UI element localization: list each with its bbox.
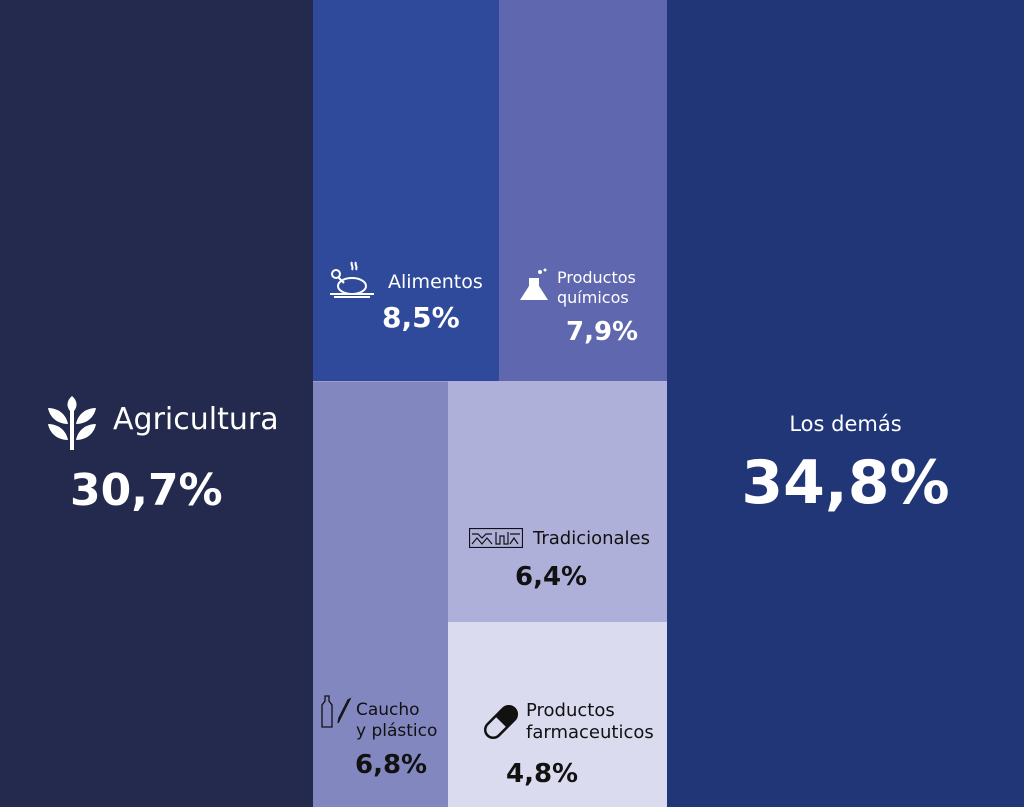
- los-demas-label: Los demás: [789, 412, 902, 436]
- tile-caucho-plastico: Caucho y plástico 6,8%: [313, 381, 448, 807]
- pill-icon: [483, 704, 519, 740]
- caucho-label-line2: y plástico: [356, 721, 438, 741]
- farmaceuticos-label-line2: farmaceuticos: [526, 722, 654, 743]
- woven-pattern-icon: [469, 528, 523, 548]
- flask-icon: [520, 268, 548, 300]
- alimentos-label: Alimentos: [388, 271, 483, 293]
- farmaceuticos-value: 4,8%: [506, 759, 579, 789]
- tile-los-demas: Los demás 34,8%: [667, 0, 1024, 807]
- tradicionales-value: 6,4%: [515, 562, 588, 592]
- tile-alimentos: Alimentos 8,5%: [313, 0, 499, 381]
- quimicos-label-line1: Productos: [557, 268, 636, 287]
- farmaceuticos-label-line1: Productos: [526, 700, 615, 721]
- caucho-value: 6,8%: [355, 750, 428, 780]
- tile-tradicionales: Tradicionales 6,4%: [448, 381, 667, 622]
- wheat-icon: [48, 396, 96, 450]
- caucho-label-line1: Caucho: [356, 700, 420, 720]
- alimentos-value: 8,5%: [382, 301, 460, 334]
- tile-agricultura: Agricultura 30,7%: [0, 0, 313, 807]
- bottle-icon: [321, 695, 352, 728]
- tradicionales-label: Tradicionales: [533, 528, 651, 549]
- quimicos-label-line2: químicos: [557, 288, 629, 307]
- tile-productos-farmaceuticos: Productos farmaceuticos 4,8%: [448, 622, 667, 807]
- quimicos-value: 7,9%: [566, 317, 639, 347]
- tile-productos-quimicos: Productos químicos 7,9%: [499, 0, 667, 381]
- los-demas-value: 34,8%: [741, 448, 950, 518]
- roast-chicken-icon: [330, 261, 374, 298]
- agricultura-value: 30,7%: [70, 465, 223, 516]
- agricultura-label: Agricultura: [113, 402, 279, 437]
